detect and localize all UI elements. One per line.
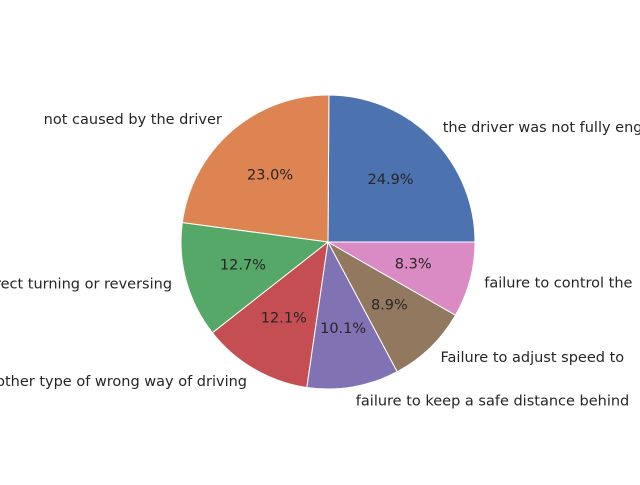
pie-percent-label: 12.7% [220, 257, 266, 273]
pie-category-label: not caused by the driver [44, 112, 222, 128]
pie-wedges [180, 94, 476, 390]
pie-labels: 24.9% the driver was not fully engaged 23.… [0, 112, 640, 409]
pie-category-label: the driver was not fully engaged [443, 120, 640, 136]
pie-category-label: failure to control the [484, 276, 632, 292]
pie-percent-label: 8.3% [395, 257, 432, 273]
pie-category-label: incorrect turning or reversing [0, 277, 172, 293]
pie-category-label: other type of wrong way of driving [0, 374, 247, 390]
pie-slice-failure-to-control-the [327, 241, 476, 316]
pie-slice-the-driver-was-not-fully-engaged [327, 94, 476, 243]
pie-category-label: failure to keep a safe distance behind [356, 393, 629, 409]
pie-percent-label: 24.9% [368, 172, 414, 188]
pie-percent-label: 8.9% [371, 297, 408, 313]
pie-percent-label: 23.0% [247, 167, 293, 183]
pie-slice-failure-to-keep-a-safe-distance-behind [306, 241, 398, 390]
pie-slice-not-caused-by-the-driver [181, 94, 330, 243]
pie-slice-incorrect-turning-or-reversing [180, 222, 329, 334]
pie-percent-label: 12.1% [261, 310, 307, 326]
pie-percent-label: 10.1% [320, 321, 366, 337]
pie-category-label: Failure to adjust speed to [441, 350, 625, 366]
pie-slice-other-type-of-wrong-way-of-driving [211, 241, 329, 388]
pie-slice-failure-to-adjust-speed-to [327, 241, 456, 373]
